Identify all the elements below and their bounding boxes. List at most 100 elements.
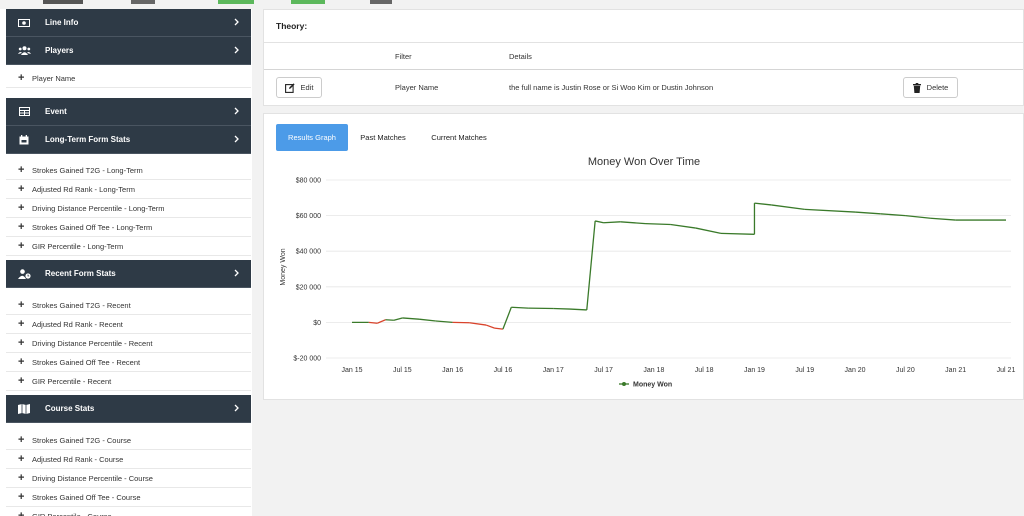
series-segment xyxy=(485,324,495,329)
list-item[interactable]: + Driving Distance Percentile - Long-Term xyxy=(6,199,251,218)
chevron-right-icon xyxy=(234,269,239,279)
x-tick-label: Jan 15 xyxy=(341,367,362,374)
list-item[interactable]: + Driving Distance Percentile - Recent xyxy=(6,334,251,353)
item-label: Adjusted Rd Rank - Course xyxy=(32,454,124,464)
tab-past-matches[interactable]: Past Matches xyxy=(360,133,406,142)
item-label: Player Name xyxy=(32,73,76,83)
plus-icon: + xyxy=(18,202,25,214)
chevron-right-icon xyxy=(234,18,239,28)
money-won-chart: Money Won Over Time Money Won $80 000 $60… xyxy=(280,156,1015,389)
plus-icon: + xyxy=(18,453,25,465)
edit-button[interactable]: Edit xyxy=(276,77,322,98)
list-item[interactable]: + Driving Distance Percentile - Course xyxy=(6,469,251,488)
plus-icon: + xyxy=(18,337,25,349)
x-tick-label: Jul 15 xyxy=(393,367,412,374)
edit-label: Edit xyxy=(300,83,314,92)
item-label: GIR Percentile - Course xyxy=(32,511,112,516)
x-tick-label: Jan 20 xyxy=(845,367,866,374)
legend-label: Money Won xyxy=(633,382,672,389)
series-segment xyxy=(511,306,529,309)
delete-label: Delete xyxy=(926,83,949,92)
section-event[interactable]: Event xyxy=(6,98,251,126)
section-label: Recent Form Stats xyxy=(45,269,116,278)
list-item[interactable]: + Adjusted Rd Rank - Course xyxy=(6,450,251,469)
list-item[interactable]: + Strokes Gained T2G - Course xyxy=(6,431,251,450)
series-segment xyxy=(620,221,646,225)
series-segment xyxy=(376,319,386,324)
chevron-right-icon xyxy=(234,107,239,117)
y-tick-label: $40 000 xyxy=(296,249,321,256)
col-filter-header: Filter xyxy=(395,52,412,61)
chart-title: Money Won Over Time xyxy=(588,156,700,168)
series-segment xyxy=(695,227,722,235)
series-segment xyxy=(930,217,956,221)
section-course-stats[interactable]: Course Stats xyxy=(6,395,251,423)
plus-icon: + xyxy=(18,472,25,484)
series-segment xyxy=(595,220,604,224)
series-segment xyxy=(368,321,378,324)
plus-icon: + xyxy=(18,491,25,503)
list-item[interactable]: + Strokes Gained Off Tee - Course xyxy=(6,488,251,507)
series-segment xyxy=(469,322,487,326)
series-segment xyxy=(402,317,420,320)
series-segment xyxy=(804,208,856,213)
y-tick-label: $80 000 xyxy=(296,178,321,185)
y-tick-label: $20 000 xyxy=(296,284,321,291)
chevron-right-icon xyxy=(234,46,239,56)
plus-icon: + xyxy=(18,72,25,84)
item-label: GIR Percentile - Recent xyxy=(32,376,112,386)
y-tick-label: $0 xyxy=(313,320,321,327)
list-item[interactable]: + Adjusted Rd Rank - Long-Term xyxy=(6,180,251,199)
list-item[interactable]: + Player Name xyxy=(6,69,251,88)
x-tick-label: Jan 21 xyxy=(945,367,966,374)
x-tick-label: Jul 18 xyxy=(695,367,714,374)
list-item[interactable]: + Strokes Gained T2G - Recent xyxy=(6,296,251,315)
theory-title: Theory: xyxy=(264,10,1023,43)
delete-button[interactable]: Delete xyxy=(903,77,958,98)
top-tab-2[interactable] xyxy=(131,0,155,4)
list-item[interactable]: + Strokes Gained Off Tee - Long-Term xyxy=(6,218,251,237)
col-details-header: Details xyxy=(509,52,532,61)
item-label: Strokes Gained T2G - Recent xyxy=(32,300,131,310)
plus-icon: + xyxy=(18,183,25,195)
list-item[interactable]: + GIR Percentile - Long-Term xyxy=(6,237,251,256)
filter-value: Player Name xyxy=(395,83,439,92)
top-strip xyxy=(0,0,1024,5)
list-item[interactable]: + GIR Percentile - Course xyxy=(6,507,251,516)
plus-icon: + xyxy=(18,375,25,387)
x-tick-label: Jul 17 xyxy=(594,367,613,374)
edit-icon xyxy=(284,82,295,93)
tab-results-graph[interactable]: Results Graph xyxy=(276,124,348,151)
series-segment xyxy=(720,232,755,235)
list-item[interactable]: + GIR Percentile - Recent xyxy=(6,372,251,391)
tab-current-matches[interactable]: Current Matches xyxy=(431,133,487,142)
top-tab-5[interactable] xyxy=(370,0,392,4)
section-line-info[interactable]: Line Info xyxy=(6,9,251,37)
section-recent-form[interactable]: Recent Form Stats xyxy=(6,260,251,288)
section-players[interactable]: Players xyxy=(6,37,251,65)
top-tab-3[interactable] xyxy=(218,0,254,4)
plus-icon: + xyxy=(18,164,25,176)
x-tick-label: Jan 17 xyxy=(543,367,564,374)
x-tick-label: Jul 19 xyxy=(795,367,814,374)
item-label: Strokes Gained Off Tee - Recent xyxy=(32,357,141,367)
item-label: Strokes Gained Off Tee - Long-Term xyxy=(32,222,153,232)
x-tick-label: Jan 18 xyxy=(643,367,664,374)
top-tab-1[interactable] xyxy=(43,0,83,4)
top-tab-4[interactable] xyxy=(291,0,325,4)
plus-icon: + xyxy=(18,299,25,311)
chevron-right-icon xyxy=(234,404,239,414)
section-label: Line Info xyxy=(45,18,79,27)
x-tick-label: Jul 16 xyxy=(494,367,513,374)
section-long-term[interactable]: Long-Term Form Stats xyxy=(6,126,251,154)
list-item[interactable]: + Strokes Gained Off Tee - Recent xyxy=(6,353,251,372)
plus-icon: + xyxy=(18,240,25,252)
theory-table-row: Edit Player Name the full name is Justin… xyxy=(264,70,1023,106)
series-segment xyxy=(645,222,671,226)
list-item[interactable]: + Strokes Gained T2G - Long-Term xyxy=(6,161,251,180)
item-label: Strokes Gained T2G - Long-Term xyxy=(32,165,143,175)
list-item[interactable]: + Adjusted Rd Rank - Recent xyxy=(6,315,251,334)
series-segment xyxy=(569,308,587,311)
theory-panel: Theory: Filter Details Edit Player Name … xyxy=(263,9,1024,106)
plus-icon: + xyxy=(18,318,25,330)
